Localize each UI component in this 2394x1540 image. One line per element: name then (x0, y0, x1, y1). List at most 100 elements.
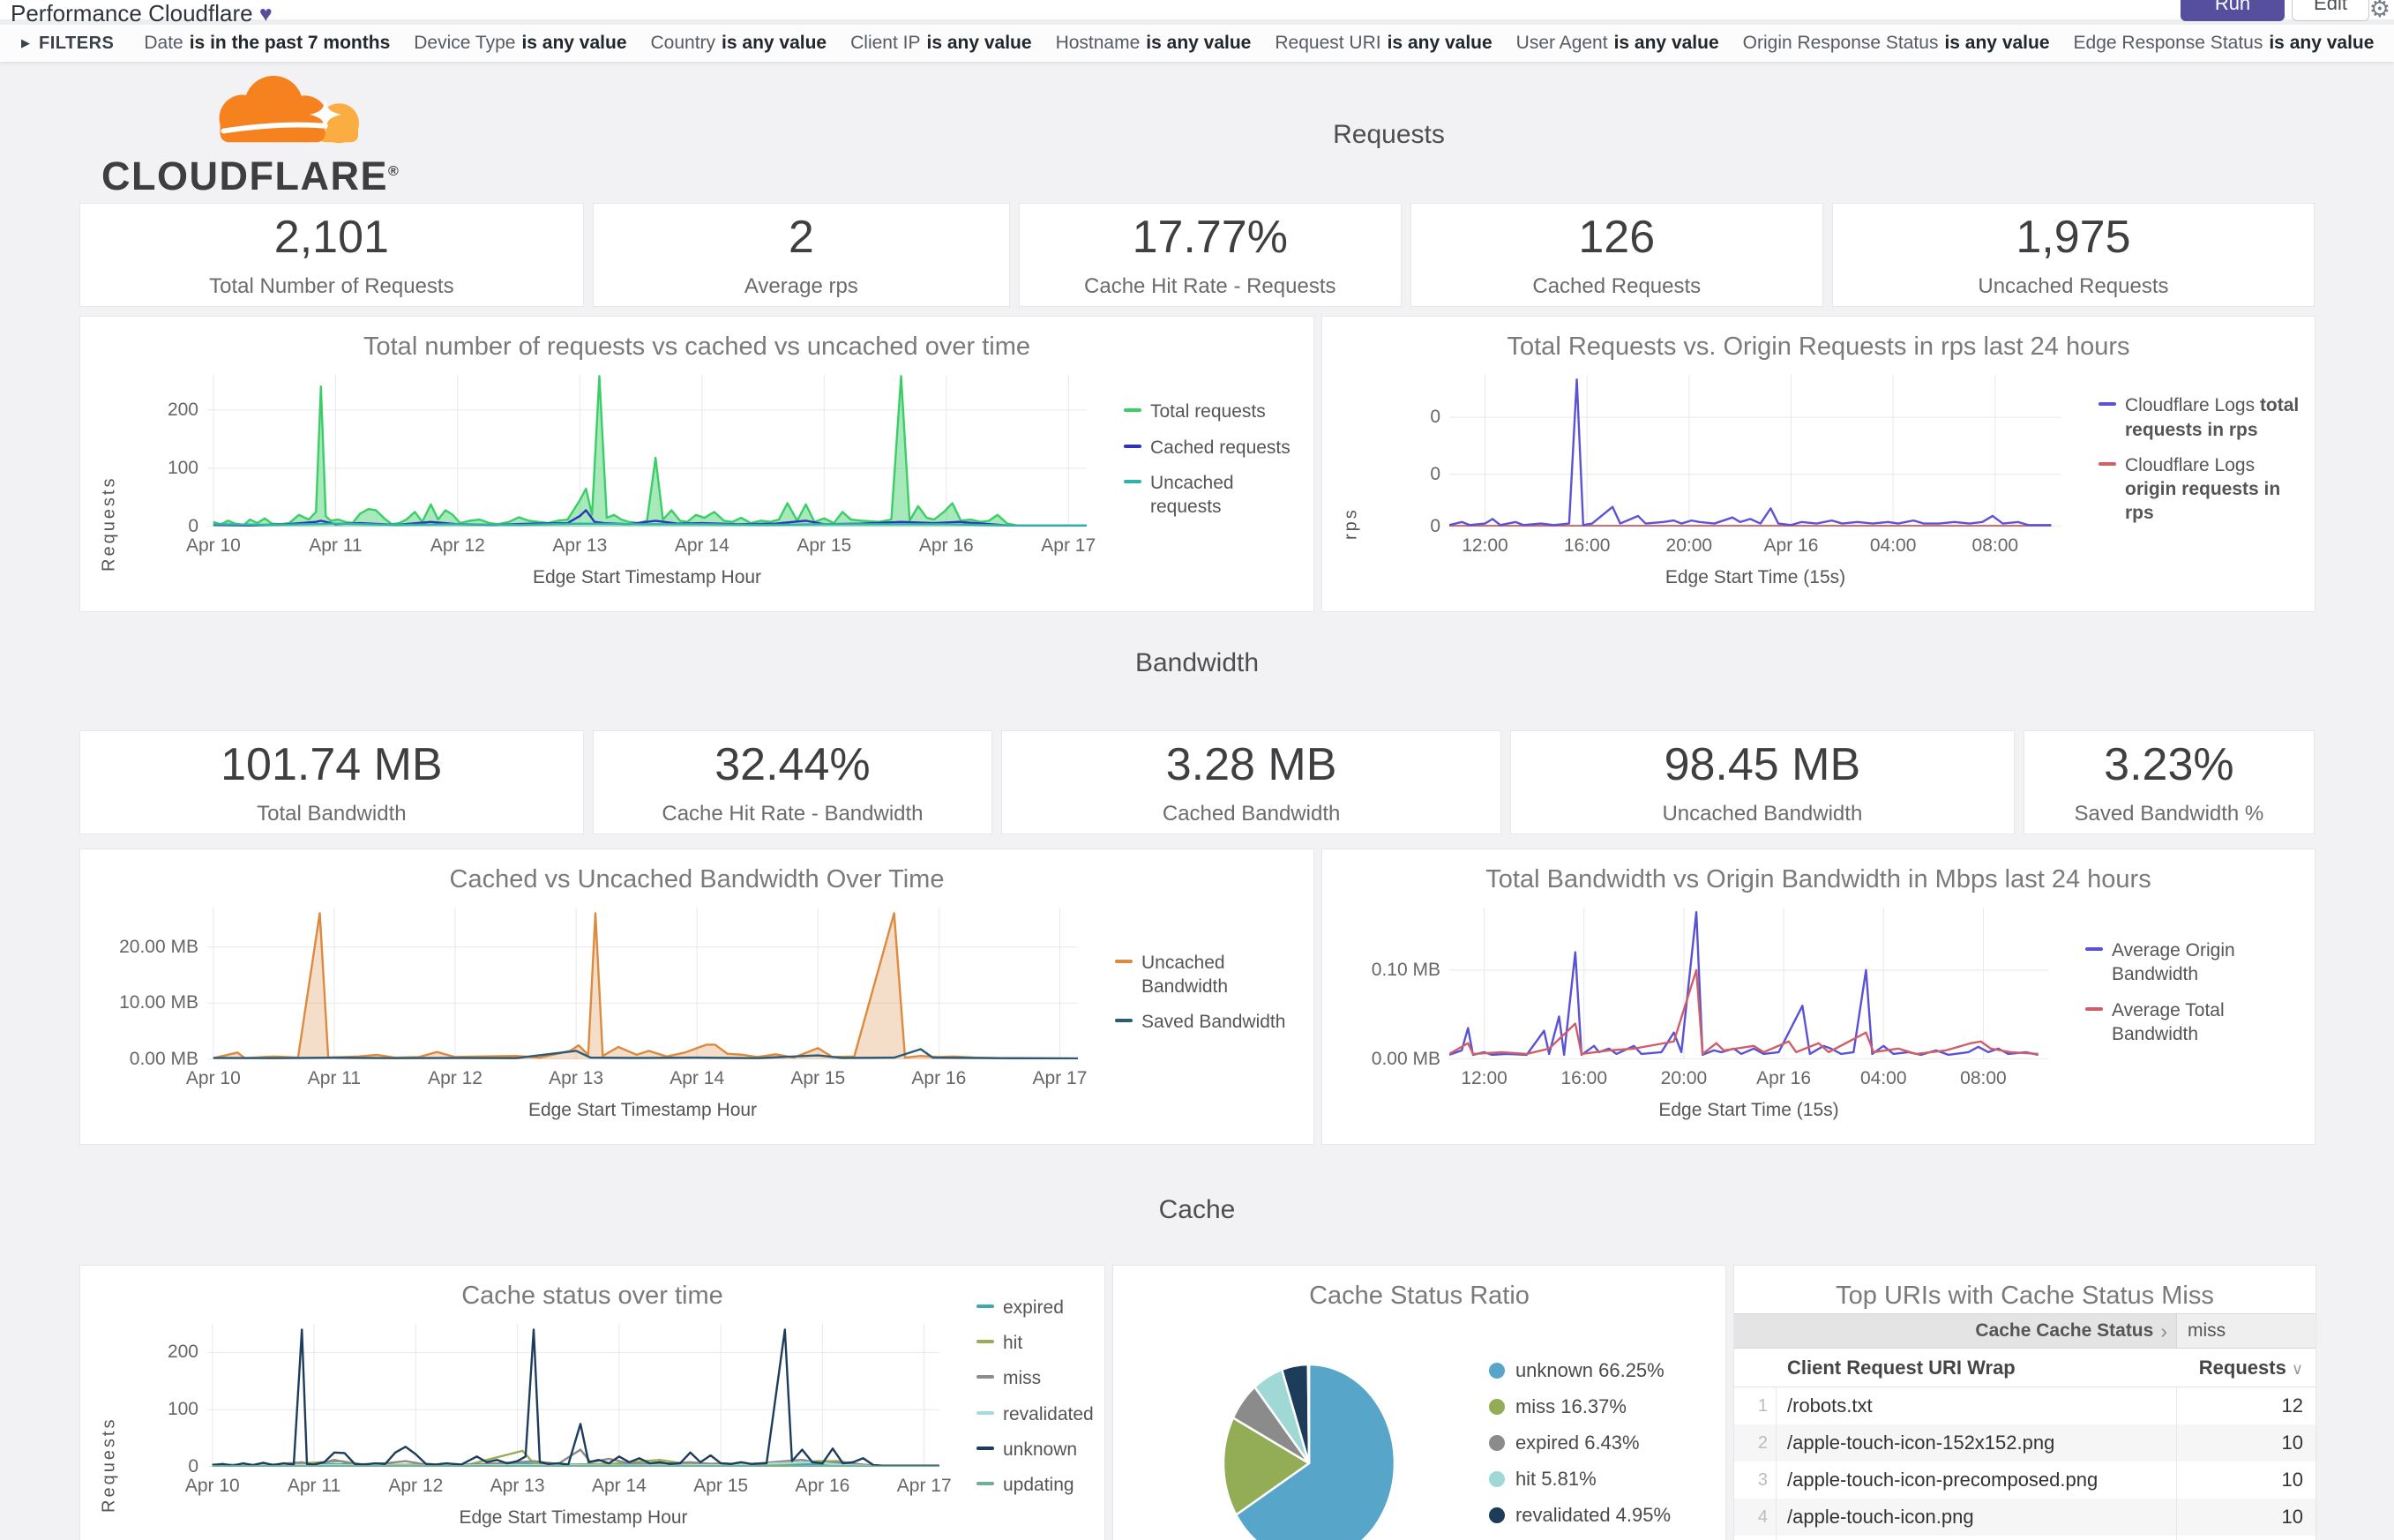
pivot-header-label: Cache Cache Status (1975, 1320, 2154, 1341)
kpi-uncached-bandwidth: 98.45 MB Uncached Bandwidth (1510, 730, 2015, 834)
pivot-value-miss: miss (2176, 1314, 2315, 1348)
x-tick: Apr 15 (790, 1068, 846, 1088)
edit-button[interactable]: Edit (2292, 0, 2369, 21)
legend-item-average-total-bandwidth: Average Total Bandwidth (2085, 998, 2304, 1047)
uri-column-header[interactable]: Client Request URI Wrap (1787, 1356, 2016, 1379)
filter-country[interactable]: Country is any value (650, 33, 827, 53)
cache-status-plot[interactable]: 0 100 200 Apr 10 Apr 11 Apr 12 Apr 13 Apr 14 Apr… (168, 1324, 952, 1528)
bandwidth-mbps-plot[interactable]: 0.00 MB 0.10 MB 12:00 16:00 20:00 Apr 16 04:00… (1372, 908, 2048, 1120)
dashboard-title: Performance Cloudflare ♥ (11, 0, 273, 27)
legend-item-unknown: unknown (976, 1438, 1094, 1462)
x-tick: Apr 16 (1756, 1068, 1812, 1088)
pie-legend-item-hit: hit 5.81% (1488, 1468, 1671, 1491)
filter-items: Date is in the past 7 months Device Type is… (144, 33, 2394, 54)
legend-label: Total requests (1150, 401, 1266, 422)
kpi-value: 98.45 MB (1664, 739, 1861, 790)
table-row[interactable]: 1/robots.txt 12 (1734, 1387, 2315, 1424)
kpi-cached-requests: 126 Cached Requests (1410, 203, 1823, 307)
table-row[interactable]: 5/7 (1734, 1536, 2315, 1540)
legend-item-miss: miss (976, 1366, 1094, 1390)
cache-status-pie[interactable] (1168, 1315, 1459, 1540)
gear-icon[interactable]: ⚙ (2368, 0, 2390, 22)
filter-date[interactable]: Date is in the past 7 months (144, 33, 391, 53)
kpi-average-rps: 2 Average rps (592, 203, 1010, 307)
pie-slice-unknown[interactable] (1234, 1363, 1396, 1540)
x-tick: 08:00 (1960, 1068, 2007, 1088)
table-title: Top URIs with Cache Status Miss (1836, 1282, 2214, 1310)
y-axis-label: Requests (99, 475, 119, 572)
kpi-cache-hit-rate-bandwidth: 32.44% Cache Hit Rate - Bandwidth (592, 730, 993, 834)
x-tick: 12:00 (1461, 1068, 1507, 1088)
filter-device-type[interactable]: Device Type is any value (414, 33, 627, 53)
pie-slice-updating[interactable] (1306, 1363, 1311, 1465)
requests-column-header[interactable]: Requests ∨ (2198, 1356, 2303, 1379)
pie-legend-item-revalidated: revalidated 4.95% (1488, 1503, 1672, 1527)
x-tick: Apr 13 (552, 535, 608, 556)
kpi-label: Total Number of Requests (209, 274, 454, 298)
row-index: 5 (1734, 1536, 1777, 1540)
filter-bar: ▶ FILTERS Date is in the past 7 months Dev… (0, 25, 2394, 62)
x-tick: Apr 11 (287, 1476, 341, 1496)
kpi-label: Total Bandwidth (257, 802, 407, 826)
row-requests: 10 (2176, 1462, 2315, 1499)
legend-swatch (2098, 402, 2116, 407)
table-row[interactable]: 4/apple-touch-icon.png 10 (1734, 1499, 2315, 1536)
row-requests: 10 (2176, 1424, 2315, 1462)
legend-label: Cloudflare Logs total requests in rps (2125, 395, 2300, 440)
x-tick: Apr 16 (795, 1476, 850, 1496)
chart-title: Cache Status Ratio (1309, 1282, 1530, 1310)
x-axis-label: Edge Start Time (15s) (1665, 567, 1846, 587)
y-axis-label: rps (1341, 507, 1361, 541)
chart-bandwidth-mbps-24h: Total Bandwidth vs Origin Bandwidth in M… (1321, 848, 2315, 1145)
run-button[interactable]: Run (2181, 0, 2285, 21)
legend-label: Average Origin Bandwidth (2112, 939, 2235, 985)
legend-swatch (976, 1410, 994, 1415)
requests-rps-plot[interactable]: 0 0 0 12:00 16:00 20:00 Apr 16 04:00 08:00 Edge S… (1430, 375, 2061, 587)
table-row[interactable]: 3/apple-touch-icon-precomposed.png 10 (1734, 1462, 2315, 1499)
legend-label: hit (1003, 1332, 1023, 1353)
chart-legend: Average Origin Bandwidth Average Total Ba… (2071, 938, 2309, 1099)
heart-icon: ♥ (258, 2, 273, 26)
pivot-header-band: Cache Cache Status › miss (1734, 1313, 2315, 1349)
chart-title: Total Requests vs. Origin Requests in rp… (1507, 333, 2130, 361)
pie-legend-label: revalidated 4.95% (1515, 1503, 1672, 1526)
legend-label: unknown (1003, 1439, 1078, 1460)
y-tick: 0.00 MB (129, 1049, 198, 1069)
legend-item-revalidated: revalidated (976, 1402, 1094, 1426)
legend-item-average-origin-bandwidth: Average Origin Bandwidth (2085, 938, 2304, 987)
legend-item-expired: expired (976, 1296, 1094, 1319)
x-tick: Apr 17 (1032, 1068, 1088, 1088)
x-tick: Apr 12 (430, 535, 485, 556)
chart-title: Cached vs Uncached Bandwidth Over Time (449, 865, 945, 893)
requests-over-time-plot[interactable]: 0 100 200 Apr 10 Apr 11 Apr 12 Apr 13 Apr 14 Apr… (168, 375, 1096, 587)
x-axis-label: Edge Start Timestamp Hour (532, 567, 762, 587)
pie-legend-item-unknown: unknown 66.25% (1488, 1359, 1671, 1382)
x-tick: 20:00 (1665, 535, 1713, 556)
pivot-header[interactable]: Cache Cache Status › (1734, 1314, 2176, 1348)
table-row[interactable]: 2/apple-touch-icon-152x152.png 10 (1734, 1424, 2315, 1462)
chart-legend: Cloudflare Logs total requests in rps Clo… (2084, 393, 2309, 578)
legend-item-cloudflare-logs-origin-requests-in-rps: Cloudflare Logs origin requests in rps (2098, 453, 2304, 526)
legend-item-cloudflare-logs-total-requests-in-rps: Cloudflare Logs total requests in rps (2098, 393, 2304, 442)
legend-swatch (976, 1304, 994, 1308)
chart-cache-status-over-time: Cache status over time Requests 0 100 200 A… (79, 1265, 1105, 1540)
y-tick: 0 (188, 516, 198, 536)
filter-user-agent[interactable]: User Agent is any value (1515, 33, 1719, 53)
filter-request-uri[interactable]: Request URI is any value (1275, 33, 1493, 53)
legend-label: expired (1003, 1297, 1064, 1318)
y-tick: 100 (167, 1399, 198, 1420)
filter-origin-response-status[interactable]: Origin Response Status is any value (1742, 33, 2050, 53)
filter-client-ip[interactable]: Client IP is any value (850, 33, 1032, 53)
x-tick: Apr 13 (549, 1068, 604, 1088)
row-requests: 7 (2176, 1536, 2315, 1540)
filter-edge-response-status[interactable]: Edge Response Status is any value (2073, 33, 2375, 53)
kpi-value: 2 (788, 212, 814, 263)
filters-expand-caret-icon[interactable]: ▶ (21, 36, 30, 49)
pie-slice-miss[interactable] (1222, 1417, 1311, 1516)
kpi-label: Uncached Requests (1978, 274, 2169, 298)
row-index: 2 (1734, 1424, 1777, 1462)
filter-hostname[interactable]: Hostname is any value (1055, 33, 1252, 53)
bandwidth-over-time-plot[interactable]: 0.00 MB 10.00 MB 20.00 MB Apr 10 Apr 11 Apr 1… (119, 908, 1087, 1120)
x-tick: Apr 12 (428, 1068, 483, 1088)
